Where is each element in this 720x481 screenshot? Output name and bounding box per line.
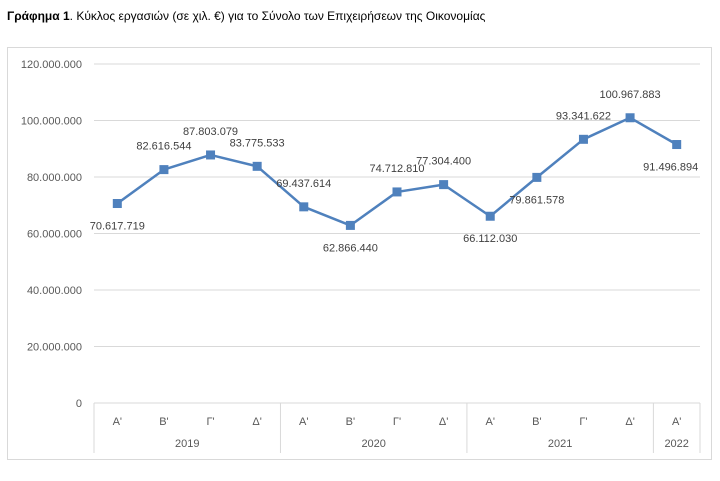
data-point <box>206 150 216 160</box>
x-tick-label: Γ' <box>393 416 401 428</box>
data-point <box>578 134 588 144</box>
y-tick-label: 100.000.000 <box>21 116 82 128</box>
data-label: 82.616.544 <box>136 141 191 153</box>
x-tick-label: Γ' <box>206 416 214 428</box>
group-label: 2022 <box>664 438 688 450</box>
x-tick-label: Δ' <box>625 416 634 428</box>
data-label: 70.617.719 <box>90 221 145 233</box>
data-label: 93.341.622 <box>556 110 611 122</box>
x-tick-label: Α' <box>672 416 681 428</box>
y-tick-label: 40.000.000 <box>27 285 82 297</box>
data-point <box>532 172 542 182</box>
data-label: 83.775.533 <box>230 137 285 149</box>
data-point <box>625 113 635 123</box>
x-tick-label: Γ' <box>579 416 587 428</box>
data-point <box>439 180 449 190</box>
data-point <box>392 187 402 197</box>
data-point <box>299 202 309 212</box>
title-rest: . Κύκλος εργασιών (σε χιλ. €) για το Σύν… <box>69 9 486 23</box>
data-label: 100.967.883 <box>599 89 660 101</box>
chart-title: Γράφημα 1. Κύκλος εργασιών (σε χιλ. €) γ… <box>7 9 485 23</box>
x-tick-label: Β' <box>532 416 541 428</box>
data-point <box>345 220 355 230</box>
group-label: 2019 <box>175 438 199 450</box>
group-label: 2020 <box>361 438 385 450</box>
x-tick-label: Δ' <box>439 416 448 428</box>
data-label: 74.712.810 <box>369 163 424 175</box>
data-label: 91.496.894 <box>643 162 698 174</box>
group-label: 2021 <box>548 438 572 450</box>
data-label: 79.861.578 <box>509 194 564 206</box>
data-label: 87.803.079 <box>183 126 238 138</box>
x-tick-label: Β' <box>346 416 355 428</box>
x-tick-label: Δ' <box>252 416 261 428</box>
data-label: 62.866.440 <box>323 242 378 254</box>
data-point <box>485 211 495 221</box>
x-tick-label: Α' <box>113 416 122 428</box>
data-point <box>672 140 682 150</box>
y-tick-label: 60.000.000 <box>27 229 82 241</box>
y-tick-label: 0 <box>76 398 82 410</box>
x-tick-label: Α' <box>486 416 495 428</box>
data-label: 69.437.614 <box>276 178 331 190</box>
y-tick-label: 20.000.000 <box>27 342 82 354</box>
data-point <box>112 199 122 209</box>
data-label: 77.304.400 <box>416 156 471 168</box>
y-tick-label: 80.000.000 <box>27 172 82 184</box>
data-label: 66.112.030 <box>463 233 517 245</box>
data-point <box>159 165 169 175</box>
x-tick-label: Α' <box>299 416 308 428</box>
title-bold: Γράφημα 1 <box>7 9 70 23</box>
chart-area <box>7 47 712 460</box>
x-tick-label: Β' <box>159 416 168 428</box>
data-point <box>252 161 262 171</box>
y-tick-label: 120.000.000 <box>21 59 82 71</box>
